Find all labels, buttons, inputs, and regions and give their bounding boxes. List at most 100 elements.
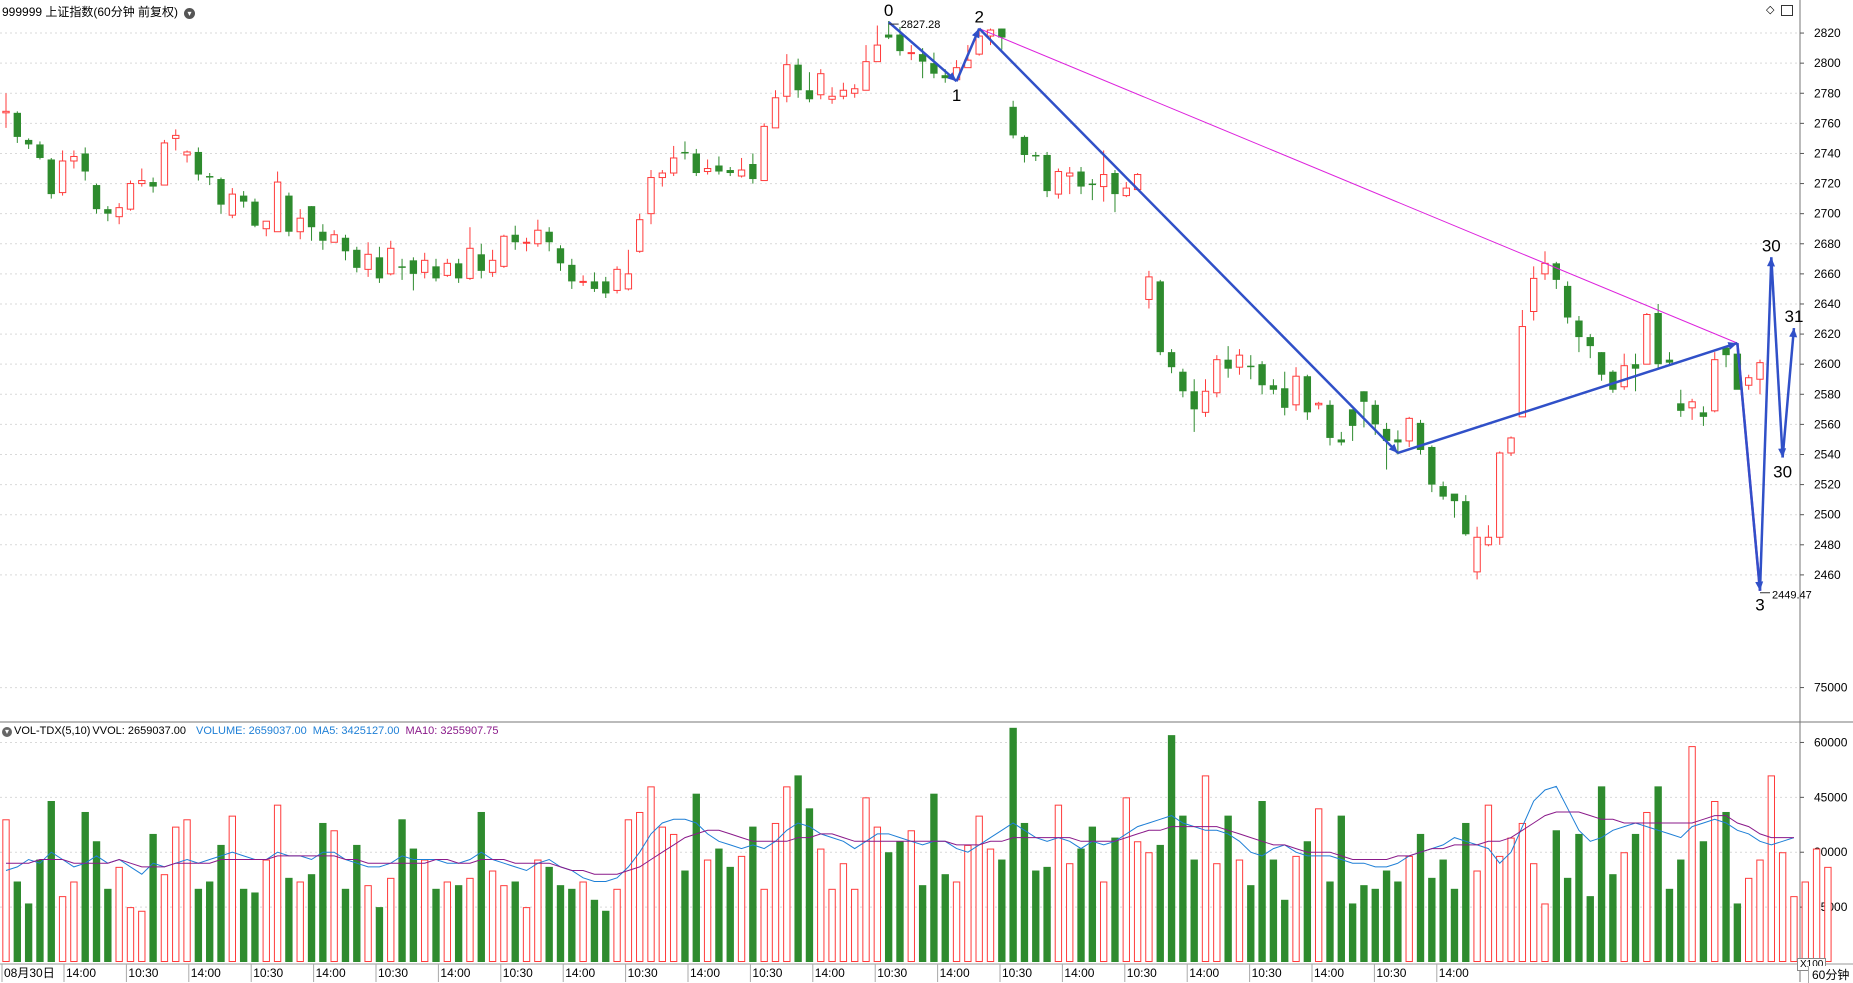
- candle-body: [1552, 263, 1560, 280]
- candle-body: [998, 28, 1006, 38]
- candle-body: [862, 61, 870, 91]
- candle-body: [1247, 365, 1255, 368]
- volume-bar: [1303, 841, 1312, 962]
- candle-body: [262, 220, 270, 230]
- volume-bar: [330, 830, 338, 962]
- y-tick-label: 2480: [1814, 538, 1841, 552]
- candle-body: [24, 139, 33, 145]
- volume-bar: [1348, 903, 1357, 962]
- stroke-arrowhead: [1388, 443, 1398, 453]
- candle-body: [545, 231, 553, 243]
- volume-bar: [387, 877, 395, 962]
- candle-body: [1394, 439, 1402, 443]
- candle-body: [1541, 262, 1549, 275]
- chart-title-bar: 999999 上证指数(60分钟 前复权) ▾: [2, 3, 201, 20]
- candle-body: [1450, 493, 1459, 502]
- volume-bar: [1111, 837, 1119, 962]
- candle-body: [1462, 501, 1470, 535]
- volume-bar: [1394, 881, 1402, 962]
- volume-bar: [126, 907, 135, 963]
- candle-body: [771, 97, 780, 129]
- time-axis-label: 14:00: [316, 966, 346, 980]
- candle-body: [590, 281, 599, 289]
- pivot-label: 1: [952, 86, 961, 105]
- candle-body: [273, 181, 282, 233]
- volume-bar: [466, 877, 474, 962]
- time-axis-label: 10:30: [1002, 966, 1032, 980]
- candle-body: [466, 247, 474, 279]
- candle-body: [149, 182, 157, 187]
- candle-body: [918, 54, 927, 62]
- diamond-icon[interactable]: ◇: [1766, 4, 1775, 16]
- candle-body: [409, 260, 418, 274]
- ma10-value: MA10: 3255907.75: [405, 725, 499, 737]
- vol-tick-label: 45000: [1814, 790, 1848, 804]
- volume-bar: [1597, 786, 1606, 962]
- volume-bar: [1767, 775, 1775, 962]
- volume-bar: [839, 863, 848, 962]
- candle-body: [1496, 452, 1504, 538]
- volume-bar: [1099, 881, 1108, 962]
- volume-bar: [364, 885, 372, 963]
- candle-body: [636, 219, 644, 252]
- volume-bar: [1665, 888, 1674, 962]
- volume-bar: [1563, 877, 1572, 962]
- candle-body: [138, 180, 146, 185]
- time-axis-label: 10:30: [378, 966, 408, 980]
- candle-body: [1563, 285, 1572, 318]
- candle-body: [703, 168, 712, 173]
- time-axis-label: 10:30: [128, 966, 158, 980]
- period-button[interactable]: 60分钟: [1808, 966, 1853, 983]
- volume-bar: [1439, 859, 1447, 962]
- candle-body: [1020, 136, 1029, 155]
- volume-bar: [1541, 903, 1549, 962]
- volume-bar: [884, 852, 893, 962]
- candle-body: [341, 237, 350, 252]
- candle-body: [1722, 347, 1730, 356]
- volume-bar: [828, 888, 836, 962]
- stroke-line: [1397, 341, 1738, 455]
- volume-bar: [1235, 859, 1244, 963]
- vol-tick-label: 30000: [1814, 845, 1848, 859]
- volume-bar: [454, 885, 463, 962]
- volume-legend: ▾ VOL-TDX(5,10) VVOL: 2659037.00 VOLUME: 26…: [2, 725, 505, 737]
- candle-body: [760, 125, 768, 182]
- volume-bar: [1043, 866, 1051, 962]
- volume-bar: [703, 859, 712, 963]
- candle-body: [296, 217, 304, 233]
- chevron-down-icon[interactable]: ▾: [2, 727, 12, 737]
- candle-body: [658, 172, 667, 179]
- volume-bar: [1722, 811, 1730, 962]
- panel-toggle-icon[interactable]: [1780, 4, 1793, 16]
- volume-bar: [952, 881, 961, 962]
- stroke-line: [1758, 257, 1773, 591]
- volume-bar: [737, 855, 746, 962]
- candle-body: [432, 266, 440, 279]
- volume-bar: [1224, 815, 1232, 962]
- volume-bar: [1484, 804, 1493, 963]
- candle-body: [1631, 364, 1640, 369]
- volume-bar: [1360, 885, 1368, 962]
- candle-body: [1032, 154, 1040, 157]
- time-axis-label: 14:00: [940, 966, 970, 980]
- candle-body: [1360, 391, 1368, 402]
- volume-bar: [92, 841, 101, 962]
- volume-bar: [1778, 852, 1787, 963]
- stroke-line: [1770, 257, 1784, 458]
- volume-bar: [873, 826, 882, 963]
- stroke-arrowhead: [1727, 342, 1738, 350]
- volume-bar: [1179, 815, 1187, 962]
- candle-body: [398, 266, 406, 268]
- candle-body: [975, 35, 983, 55]
- vvol-value: VVOL: 2659037.00: [92, 725, 186, 737]
- candle-body: [1733, 353, 1742, 390]
- chevron-down-icon[interactable]: ▾: [184, 8, 196, 19]
- candle-body: [737, 169, 746, 177]
- candle-body: [206, 176, 214, 178]
- candle-body: [1167, 352, 1176, 368]
- volume-bar: [1020, 822, 1029, 962]
- candle-body: [1292, 375, 1300, 406]
- pivot-label: 2: [974, 8, 983, 27]
